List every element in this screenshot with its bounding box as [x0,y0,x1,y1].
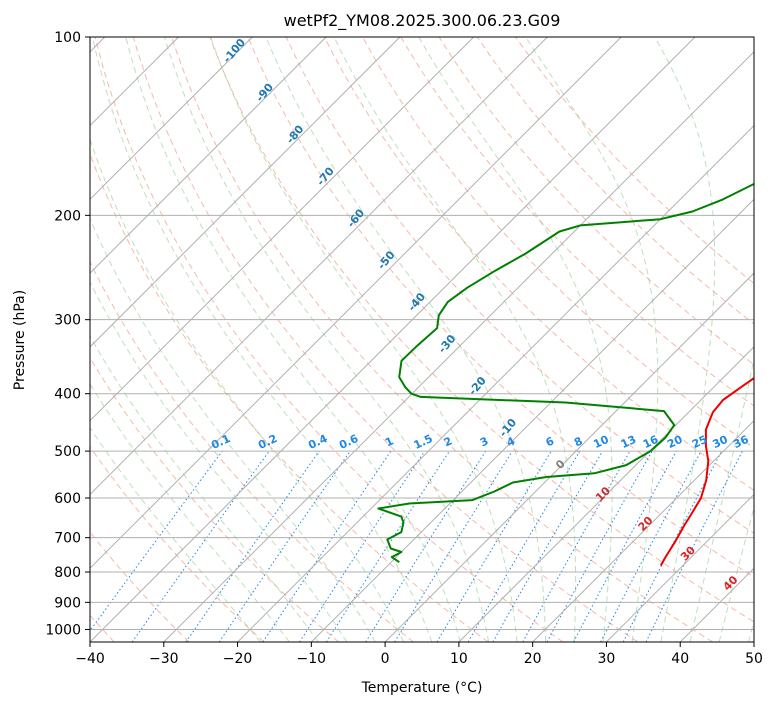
mixing-ratio-line [185,450,320,642]
x-tick-label: −30 [149,651,179,667]
dry-adiabat-line [438,37,754,366]
temperature-profile-line [659,376,754,566]
y-tick-label: 900 [54,595,81,611]
dry-adiabats [90,37,754,642]
dry-adiabat-line [209,37,754,623]
isotherm-line [90,37,475,422]
moist-adiabat-line [689,356,754,642]
dry-adiabat-line [94,37,564,642]
moist-adiabat-line [90,137,405,642]
isotherm-line [90,37,622,569]
y-tick-label: 800 [54,565,81,581]
moist-adiabat-line [333,37,577,642]
y-tick-label: 700 [54,531,81,547]
x-axis-label: Temperature (°C) [361,680,483,696]
x-tick-label: 0 [381,651,390,667]
x-tick-label: −40 [75,651,105,667]
y-tick-label: 300 [54,313,81,329]
grid [90,37,754,642]
dry-adiabat-line [323,37,754,491]
x-tick-label: 40 [671,651,689,667]
mixing-ratio-line [325,450,450,642]
y-axis-label: Pressure (hPa) [12,290,28,390]
isotherm-line [606,493,754,642]
moist-adiabat-line [90,426,261,642]
moist-adiabat-line [418,37,613,642]
x-tick-label: 10 [450,651,468,667]
mixing-ratio-line [436,450,552,642]
moist-adiabat-line [92,37,433,642]
mixing-ratio-line [573,450,677,642]
mixing-ratio-line [522,450,631,642]
moist-adiabats [90,37,754,642]
x-tick-label: 20 [524,651,542,667]
y-tick-label: 1000 [45,622,81,638]
isotherm-line [90,37,401,348]
axes: −40 −30 −20 −10 0 10 20 30 40 50 100 200 300 400 500 60… [45,30,763,667]
y-tick-label: 500 [54,444,81,460]
y-tick-label: 200 [54,208,81,224]
moist-adiabat-line [90,217,376,642]
x-tick-label: 50 [745,651,763,667]
mixing-ratio-label: 16 [641,433,661,451]
profile-series [377,182,754,566]
mixing-ratio-label: 10 [591,433,611,451]
y-tick-label: 400 [54,387,81,403]
plot-area: 0.1 0.2 0.4 0.6 1 1.5 2 3 4 6 8 10 13 16 20 25 30 36-100-… [90,37,754,642]
mixing-ratio-line [90,450,223,632]
moist-adiabat-line [525,37,659,642]
y-tick-label: 100 [54,30,81,46]
dry-adiabat-line [90,446,265,642]
isotherm-line [310,198,754,642]
isotherm-line [90,37,253,201]
isotherm-line [163,51,754,642]
moist-adiabat-line [164,37,490,642]
x-tick-label: −10 [297,651,327,667]
mixing-ratio-label: 13 [619,433,638,451]
moist-adiabat-line [125,37,461,642]
mixing-ratio-line [467,450,581,642]
moist-adiabat-line [718,505,754,642]
plot-frame [89,36,755,643]
moist-adiabat-line [210,37,518,642]
dry-adiabat-line [400,37,754,407]
dry-adiabat-line [247,37,754,578]
mixing-ratio-label: 20 [665,433,685,451]
mixing-ratio-line [131,450,270,642]
isotherm-line [90,37,548,496]
isotherm-line [384,272,754,642]
x-tick-label: −20 [223,651,253,667]
mixing-ratio-label: 25 [690,433,709,451]
dewpoint-profile-line [377,182,754,564]
dry-adiabat-line [90,260,414,642]
isotherm-line [532,419,754,642]
isotherm-line [237,124,754,642]
moist-adiabat-line [654,37,716,642]
mixing-ratio-line [365,450,487,642]
y-tick-label: 600 [54,491,81,507]
mixing-ratio-label: 30 [711,433,731,451]
mixing-ratio-label: 36 [731,433,751,451]
mixing-ratio-line [218,450,351,642]
isotherm-line [458,346,754,642]
dry-adiabat-line [515,37,754,285]
moist-adiabat-line [265,37,547,642]
dry-adiabat-line [132,37,639,642]
isotherm-line [90,37,696,642]
mixing-ratio-line [394,450,513,642]
isotherm-line [90,37,327,274]
mixing-ratio-line [492,450,604,642]
chart-title: wetPf2_YM08.2025.300.06.23.G09 [284,11,561,31]
x-tick-label: 30 [598,651,616,667]
